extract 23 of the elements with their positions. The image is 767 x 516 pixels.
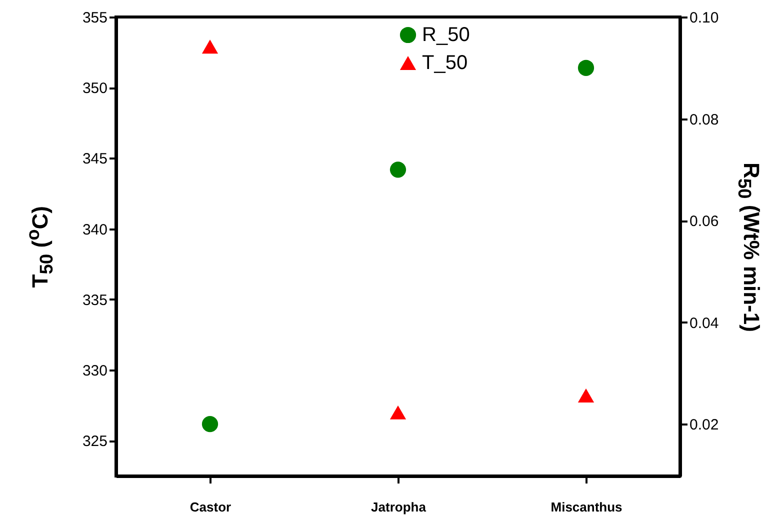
- y-tick-label: 350: [82, 80, 108, 98]
- y2-tick-label: 0.02: [690, 416, 719, 434]
- y2-tick-label: 0.06: [690, 213, 719, 230]
- y-tick-label: 345: [82, 150, 108, 168]
- y-tick-label: 330: [82, 362, 108, 380]
- point: [202, 416, 218, 432]
- y-tick-label: 340: [82, 221, 108, 238]
- point: [390, 162, 406, 178]
- y2-tick-label: 0.08: [690, 111, 719, 128]
- y2-tick-label: 0.04: [690, 314, 719, 332]
- legend-label: R_50: [422, 24, 470, 46]
- x-tick-label: Jatropha: [371, 500, 427, 514]
- x-tick-label: Castor: [190, 500, 232, 514]
- point: [578, 60, 594, 76]
- y2-tick-label: 0.10: [690, 10, 719, 26]
- point: [202, 40, 218, 54]
- point: [578, 388, 594, 402]
- y-tick-label: 325: [82, 433, 108, 450]
- point: [390, 405, 406, 420]
- y-tick-label: 355: [82, 10, 108, 26]
- x-tick-label: Miscanthus: [550, 500, 622, 514]
- legend-label: T_50: [422, 52, 468, 74]
- y-tick-label: 335: [82, 292, 108, 309]
